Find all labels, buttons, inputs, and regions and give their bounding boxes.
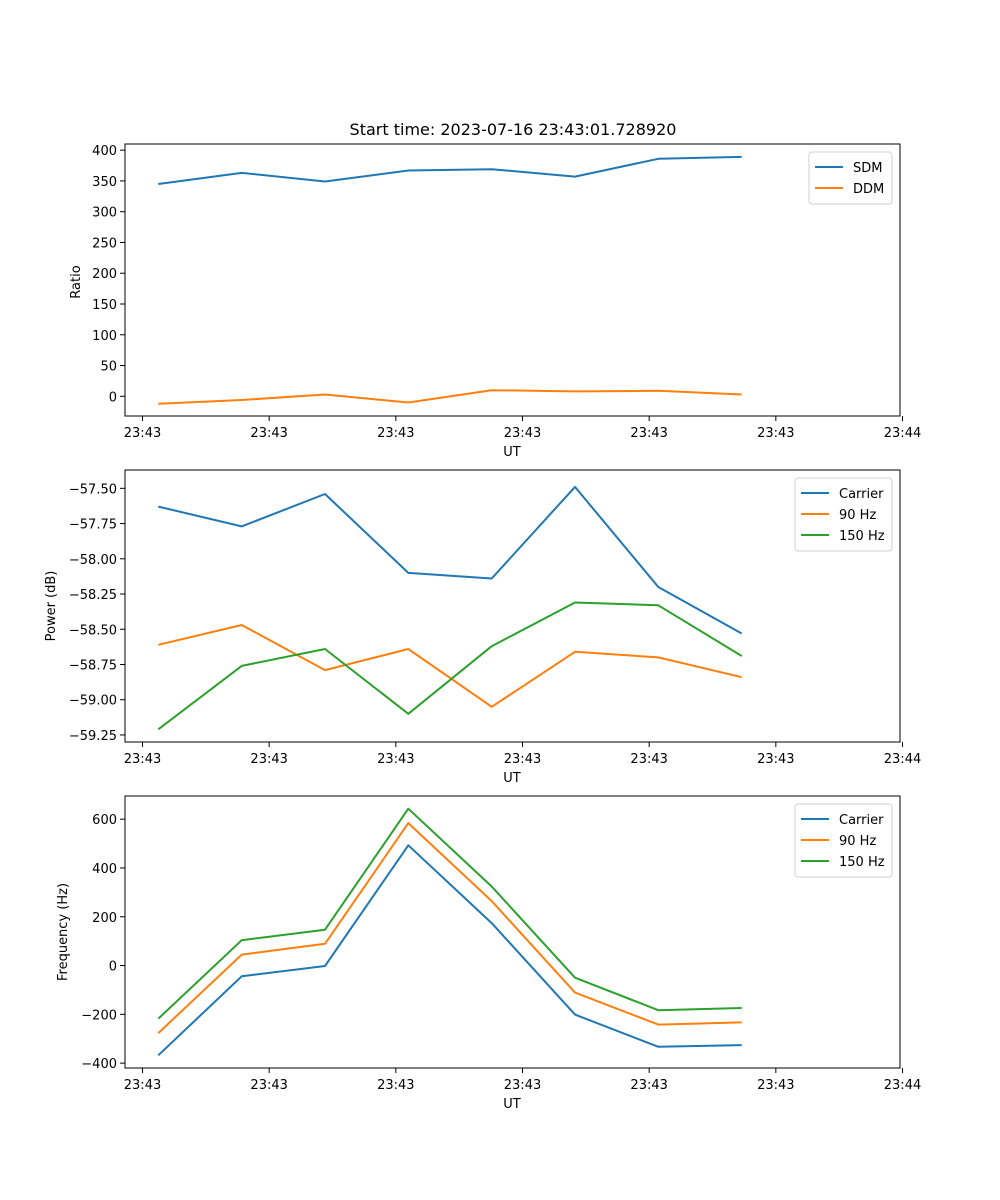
plot-frame [124,469,901,743]
series-line-150-hz [157,601,743,731]
series-line-carrier [157,844,742,1057]
x-tick-label: 23:43 [757,1078,794,1093]
y-tick-label: 150 [92,298,117,313]
x-tick-label: 23:44 [884,1078,921,1093]
y-axis-label: Frequency (Hz) [56,883,71,981]
x-tick-label: 23:43 [630,426,667,441]
x-tick-label: 23:43 [250,1078,287,1093]
y-tick-label: −57.50 [69,482,117,497]
ratio-panel: Start time: 2023-07-16 23:43:01.728920 U… [69,120,921,460]
x-tick-label: 23:43 [124,1078,161,1093]
x-tick-label: 23:44 [884,426,921,441]
y-tick-label: −200 [81,1008,117,1023]
legend-box [794,803,893,878]
y-tick-label: −57.75 [69,518,117,533]
legend-box [794,477,893,552]
x-tick-label: 23:43 [124,426,161,441]
y-tick-label: 400 [92,862,117,877]
y-tick-label: 0 [109,960,117,975]
y-tick-label: −58.75 [69,658,117,673]
chart-title: Start time: 2023-07-16 23:43:01.728920 [350,120,677,139]
y-tick-label: 350 [92,175,117,190]
x-tick-label: 23:43 [504,1078,541,1093]
x-tick-label: 23:43 [630,752,667,767]
x-tick-label: 23:44 [884,752,921,767]
y-tick-label: 600 [92,813,117,828]
x-tick-label: 23:43 [504,752,541,767]
y-tick-label: 200 [92,911,117,926]
y-axis-label: Ratio [69,265,84,298]
legend-label: 90 Hz [839,508,876,523]
legend-label: Carrier [839,813,884,828]
x-axis-label: UT [503,771,521,786]
plot-frame [124,795,901,1069]
plot-frame [124,143,901,417]
y-tick-label: 300 [92,206,117,221]
x-tick-label: 23:43 [757,752,794,767]
power-panel: UT Power (dB) 23:43 23:43 23:43 23:43 23:43 2… [44,469,921,786]
x-tick-label: 23:43 [250,752,287,767]
y-tick-label: 200 [92,267,117,282]
legend-label: 90 Hz [839,834,876,849]
y-tick-label: −58.00 [69,553,117,568]
y-tick-label: −58.50 [69,623,117,638]
legend-label: 150 Hz [839,855,885,870]
x-tick-label: 23:43 [250,426,287,441]
y-tick-label: −58.25 [69,588,117,603]
legend: Carrier 90 Hz 150 Hz [794,803,893,878]
series-line-90-hz [157,822,742,1034]
x-tick-label: 23:43 [377,1078,414,1093]
x-axis-label: UT [503,1097,521,1112]
legend: SDM DDM [808,151,893,205]
y-tick-label: 250 [92,236,117,251]
x-axis-label: UT [503,445,521,460]
legend-label: Carrier [839,487,884,502]
x-tick-label: 23:43 [377,426,414,441]
y-axis-label: Power (dB) [44,571,59,642]
y-tick-label: 400 [92,144,117,159]
y-tick-label: 0 [109,390,117,405]
series-line-150-hz [157,807,742,1020]
series-line-carrier [158,485,743,635]
legend-label: DDM [853,182,884,197]
y-tick-label: −59.00 [69,694,117,709]
legend-label: SDM [853,161,882,176]
legend: Carrier 90 Hz 150 Hz [794,477,893,552]
x-tick-label: 23:43 [504,426,541,441]
legend-box [808,151,893,205]
legend-label: 150 Hz [839,529,885,544]
x-tick-label: 23:43 [377,752,414,767]
frequency-panel: UT Frequency (Hz) 23:43 23:43 23:43 23:43 23… [56,795,921,1112]
series-line-90-hz [158,624,742,708]
x-tick-label: 23:43 [757,426,794,441]
series-line-sdm [158,155,742,185]
x-tick-label: 23:43 [124,752,161,767]
y-tick-label: −59.25 [69,729,117,744]
y-tick-label: 100 [92,329,117,344]
x-tick-label: 23:43 [630,1078,667,1093]
series-line-ddm [158,389,742,405]
y-tick-label: 50 [100,360,117,375]
y-tick-label: −400 [81,1057,117,1072]
